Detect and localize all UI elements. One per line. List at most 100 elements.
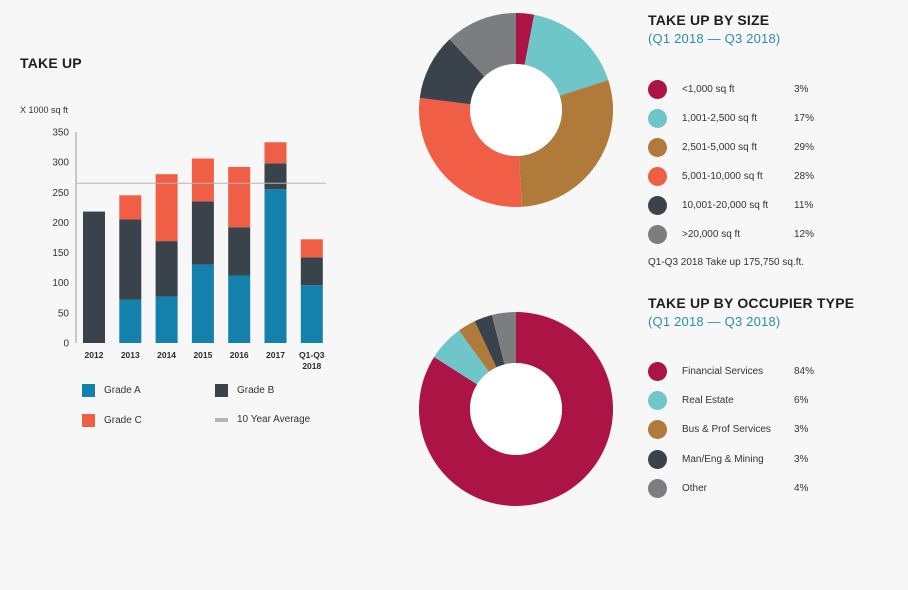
size-legend-label: 2,501-5,000 sq ft <box>682 142 758 153</box>
size-legend-value: 12% <box>794 229 815 240</box>
x-tick-label: 2017 <box>266 350 285 360</box>
occupier-donut-slice <box>434 330 489 385</box>
legend-grade-c-swatch <box>82 414 95 427</box>
x-tick-label: 2018 <box>302 361 321 371</box>
occupier-legend-row: Real Estate 6% <box>648 391 848 411</box>
occupier-donut-chart <box>419 312 613 506</box>
occupier-legend-label: Other <box>682 483 708 494</box>
bar-grade-a <box>119 299 142 343</box>
size-chart-subtitle: (Q1 2018 — Q3 2018) <box>648 31 781 46</box>
occupier-chart-subtitle: (Q1 2018 — Q3 2018) <box>648 314 781 329</box>
bar-chart-y-unit: X 1000 sq ft <box>20 105 69 115</box>
legend-ten-year-average: 10 Year Average <box>215 414 310 425</box>
x-tick-label: 2016 <box>230 350 249 360</box>
occupier-donut-slice <box>419 312 613 506</box>
legend-average-label: 10 Year Average <box>237 414 311 425</box>
occupier-donut-slice <box>491 312 516 365</box>
bar-grade-b <box>119 219 142 300</box>
bar-grade-b <box>264 163 287 190</box>
bar-grade-c <box>264 142 287 164</box>
bar-grade-a <box>155 296 178 343</box>
legend-grade-b-label: Grade B <box>237 385 275 396</box>
bar-chart: 0 50 100 150 200 250 300 350 2012 2013 2014 2015 201… <box>52 128 326 371</box>
occupier-legend-value: 3% <box>794 454 809 465</box>
y-tick-label: 350 <box>52 128 69 139</box>
size-legend-label: <1,000 sq ft <box>682 84 735 95</box>
size-legend-dot <box>648 109 667 128</box>
bar-chart-title: TAKE UP <box>20 55 82 71</box>
size-donut-slice <box>524 14 609 96</box>
x-tick-label: 2012 <box>85 350 104 360</box>
occupier-legend-dot <box>648 391 667 410</box>
size-legend-row: 10,001-20,000 sq ft 11% <box>648 196 848 216</box>
size-legend-label: 10,001-20,000 sq ft <box>682 200 769 211</box>
occupier-legend-dot <box>648 420 667 439</box>
bar-grade-b <box>228 227 251 276</box>
occupier-donut-slice <box>474 315 505 368</box>
size-donut-slice <box>449 13 516 77</box>
size-legend-row: 2,501-5,000 sq ft 29% <box>648 138 848 158</box>
occupier-legend-row: Other 4% <box>648 479 848 499</box>
occupier-legend-value: 6% <box>794 395 809 406</box>
size-chart-title: TAKE UP BY SIZE <box>648 12 770 28</box>
bar-grade-a <box>228 275 251 343</box>
size-donut-slice <box>518 80 613 207</box>
occupier-legend-row: Bus & Prof Services 3% <box>648 420 848 440</box>
size-chart-note: Q1-Q3 2018 Take up 175,750 sq.ft. <box>648 257 805 268</box>
bar-grade-a <box>264 189 287 343</box>
size-donut-hole <box>470 64 562 156</box>
size-legend-row: <1,000 sq ft 3% <box>648 80 848 100</box>
size-legend-value: 3% <box>794 84 809 95</box>
x-tick-label: 2014 <box>157 350 176 360</box>
legend-grade-a-label: Grade A <box>104 385 141 396</box>
size-legend-value: 28% <box>794 171 815 182</box>
occupier-legend-row: Financial Services 84% <box>648 362 848 382</box>
legend-grade-a-swatch <box>82 384 95 397</box>
y-tick-label: 150 <box>52 248 69 259</box>
bar-grade-a <box>191 264 214 343</box>
size-legend-label: 5,001-10,000 sq ft <box>682 171 763 182</box>
bar-grade-b <box>155 241 178 297</box>
y-tick-label: 200 <box>52 218 69 229</box>
legend-grade-a: Grade A <box>82 384 141 397</box>
size-legend-dot <box>648 138 667 157</box>
bar-grade-b <box>300 257 323 286</box>
size-legend-row: >20,000 sq ft 12% <box>648 225 848 245</box>
occupier-chart-title: TAKE UP BY OCCUPIER TYPE <box>648 295 855 311</box>
occupier-legend-dot <box>648 450 667 469</box>
x-tick-label: Q1-Q3 <box>299 350 325 360</box>
size-legend-dot <box>648 167 667 186</box>
size-legend-value: 29% <box>794 142 815 153</box>
bar-grade-c <box>155 174 178 242</box>
occupier-legend-dot <box>648 362 667 381</box>
bar-grade-c <box>191 158 214 202</box>
size-donut-slice <box>419 39 485 105</box>
legend-grade-c-label: Grade C <box>104 415 142 426</box>
occupier-legend-label: Real Estate <box>682 395 734 406</box>
legend-grade-b: Grade B <box>215 384 274 397</box>
y-tick-label: 0 <box>63 339 69 350</box>
size-legend-dot <box>648 196 667 215</box>
occupier-legend-label: Financial Services <box>682 366 764 377</box>
bar-grade-a <box>300 285 323 343</box>
occupier-legend-label: Bus & Prof Services <box>682 424 771 435</box>
occupier-legend-label: Man/Eng & Mining <box>682 454 764 465</box>
bar-grade-c <box>119 195 142 220</box>
occupier-donut-hole <box>470 363 562 455</box>
bar-grade-c <box>228 166 251 228</box>
y-tick-label: 300 <box>52 158 69 169</box>
bar-grade-b <box>83 211 105 343</box>
size-donut-slice <box>419 97 523 207</box>
size-legend-value: 11% <box>794 200 814 211</box>
size-legend-label: 1,001-2,500 sq ft <box>682 113 758 124</box>
x-tick-label: 2013 <box>121 350 140 360</box>
size-legend-value: 17% <box>794 113 815 124</box>
size-legend-row: 5,001-10,000 sq ft 28% <box>648 167 848 187</box>
occupier-legend-value: 4% <box>794 483 809 494</box>
size-legend-dot <box>648 225 667 244</box>
bar-grade-c <box>300 239 323 258</box>
y-tick-label: 250 <box>52 188 69 199</box>
size-donut-chart <box>419 13 613 207</box>
y-tick-label: 50 <box>58 308 70 319</box>
y-tick-label: 100 <box>52 278 69 289</box>
